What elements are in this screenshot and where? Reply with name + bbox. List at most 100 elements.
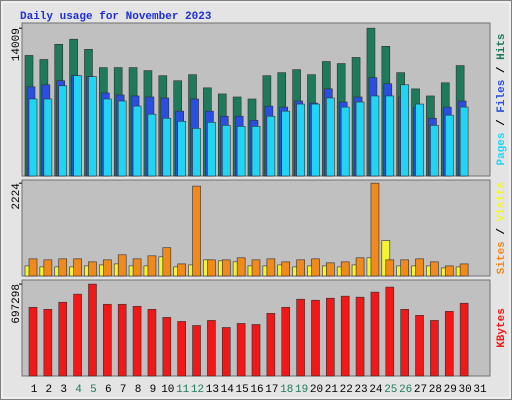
bar	[296, 298, 305, 377]
legend-separator: /	[496, 113, 508, 133]
bar	[58, 301, 68, 377]
bar	[117, 303, 127, 377]
legend-entry: Hits	[496, 33, 508, 59]
bar	[177, 321, 186, 377]
x-tick-label: 24	[369, 384, 383, 396]
bar	[88, 76, 97, 177]
x-tick-label: 14	[221, 384, 235, 396]
x-tick-label: 18	[280, 384, 293, 396]
legend-entry: Pages	[496, 133, 508, 166]
bar	[103, 303, 112, 377]
x-tick-label: 17	[265, 384, 278, 396]
bar	[459, 302, 469, 377]
bar	[132, 305, 142, 377]
bar	[444, 114, 454, 177]
bar	[147, 113, 157, 177]
bar	[311, 103, 320, 177]
x-tick-label: 25	[384, 384, 397, 396]
bar	[266, 258, 276, 277]
legend-entry: Files	[496, 80, 508, 113]
bar	[236, 126, 246, 177]
chart-title: Daily usage for November 2023	[20, 11, 212, 23]
x-tick-label: 27	[414, 384, 427, 396]
bar	[415, 103, 424, 177]
x-tick-label: 29	[444, 384, 457, 396]
bar	[177, 263, 186, 277]
legend-entry: Visits	[496, 182, 508, 222]
bar	[311, 258, 320, 277]
bar	[58, 258, 68, 277]
bar	[28, 98, 38, 177]
bar	[103, 98, 112, 177]
bar	[103, 259, 112, 277]
bar	[326, 97, 335, 177]
bar	[162, 247, 172, 277]
bar	[281, 306, 291, 377]
x-tick-label: 5	[90, 384, 97, 396]
bar	[370, 95, 380, 177]
bar	[207, 259, 216, 277]
bar	[326, 262, 335, 277]
x-tick-label: 22	[340, 384, 353, 396]
bar	[355, 257, 365, 277]
bar	[296, 103, 305, 177]
bar	[415, 258, 424, 277]
x-tick-label: 21	[325, 384, 339, 396]
legend-entry: Sites	[496, 241, 508, 274]
x-tick-label: 7	[120, 384, 127, 396]
bar	[415, 315, 424, 377]
x-tick-label: 1	[31, 384, 38, 396]
bar	[444, 311, 454, 377]
bar	[73, 258, 82, 277]
bar	[28, 258, 38, 277]
y-tick-label: 14009	[11, 28, 23, 61]
x-tick-label: 11	[176, 384, 190, 396]
legend: Pages / Files / Hits	[496, 33, 508, 165]
bar	[296, 259, 305, 277]
bar	[117, 100, 127, 177]
bar	[221, 125, 231, 177]
bar	[340, 261, 350, 277]
bar	[266, 313, 276, 377]
bar	[459, 263, 469, 277]
bar	[430, 125, 439, 177]
y-tick-label: 2224	[11, 183, 23, 210]
bar	[162, 317, 172, 377]
legend: KBytes	[496, 308, 508, 348]
bar	[311, 299, 320, 377]
bar	[340, 106, 350, 177]
bar	[192, 128, 201, 177]
bar	[459, 106, 469, 177]
bar	[251, 324, 261, 377]
x-tick-label: 10	[161, 384, 174, 396]
bar	[207, 121, 216, 177]
legend-separator: /	[496, 60, 508, 80]
x-tick-label: 16	[250, 384, 263, 396]
bar	[444, 265, 454, 277]
bar	[28, 306, 38, 377]
bar	[221, 259, 231, 277]
bar	[370, 182, 380, 277]
bar	[43, 98, 53, 177]
bar	[385, 286, 395, 377]
bar	[43, 259, 53, 277]
bar	[400, 84, 409, 177]
bar	[355, 101, 365, 177]
bar	[266, 115, 276, 177]
bar	[177, 120, 186, 177]
x-tick-label: 30	[459, 384, 472, 396]
bar	[385, 259, 395, 277]
y-tick-label: 697298	[11, 284, 23, 324]
bar	[207, 320, 216, 377]
x-tick-label: 3	[60, 384, 67, 396]
x-tick-label: 9	[150, 384, 157, 396]
bar	[73, 75, 82, 177]
bar	[400, 309, 409, 377]
bar	[340, 295, 350, 377]
bar	[192, 325, 201, 377]
bar	[326, 297, 335, 377]
legend: Sites / Visits	[496, 182, 508, 274]
x-tick-label: 13	[206, 384, 219, 396]
x-tick-label: 20	[310, 384, 323, 396]
